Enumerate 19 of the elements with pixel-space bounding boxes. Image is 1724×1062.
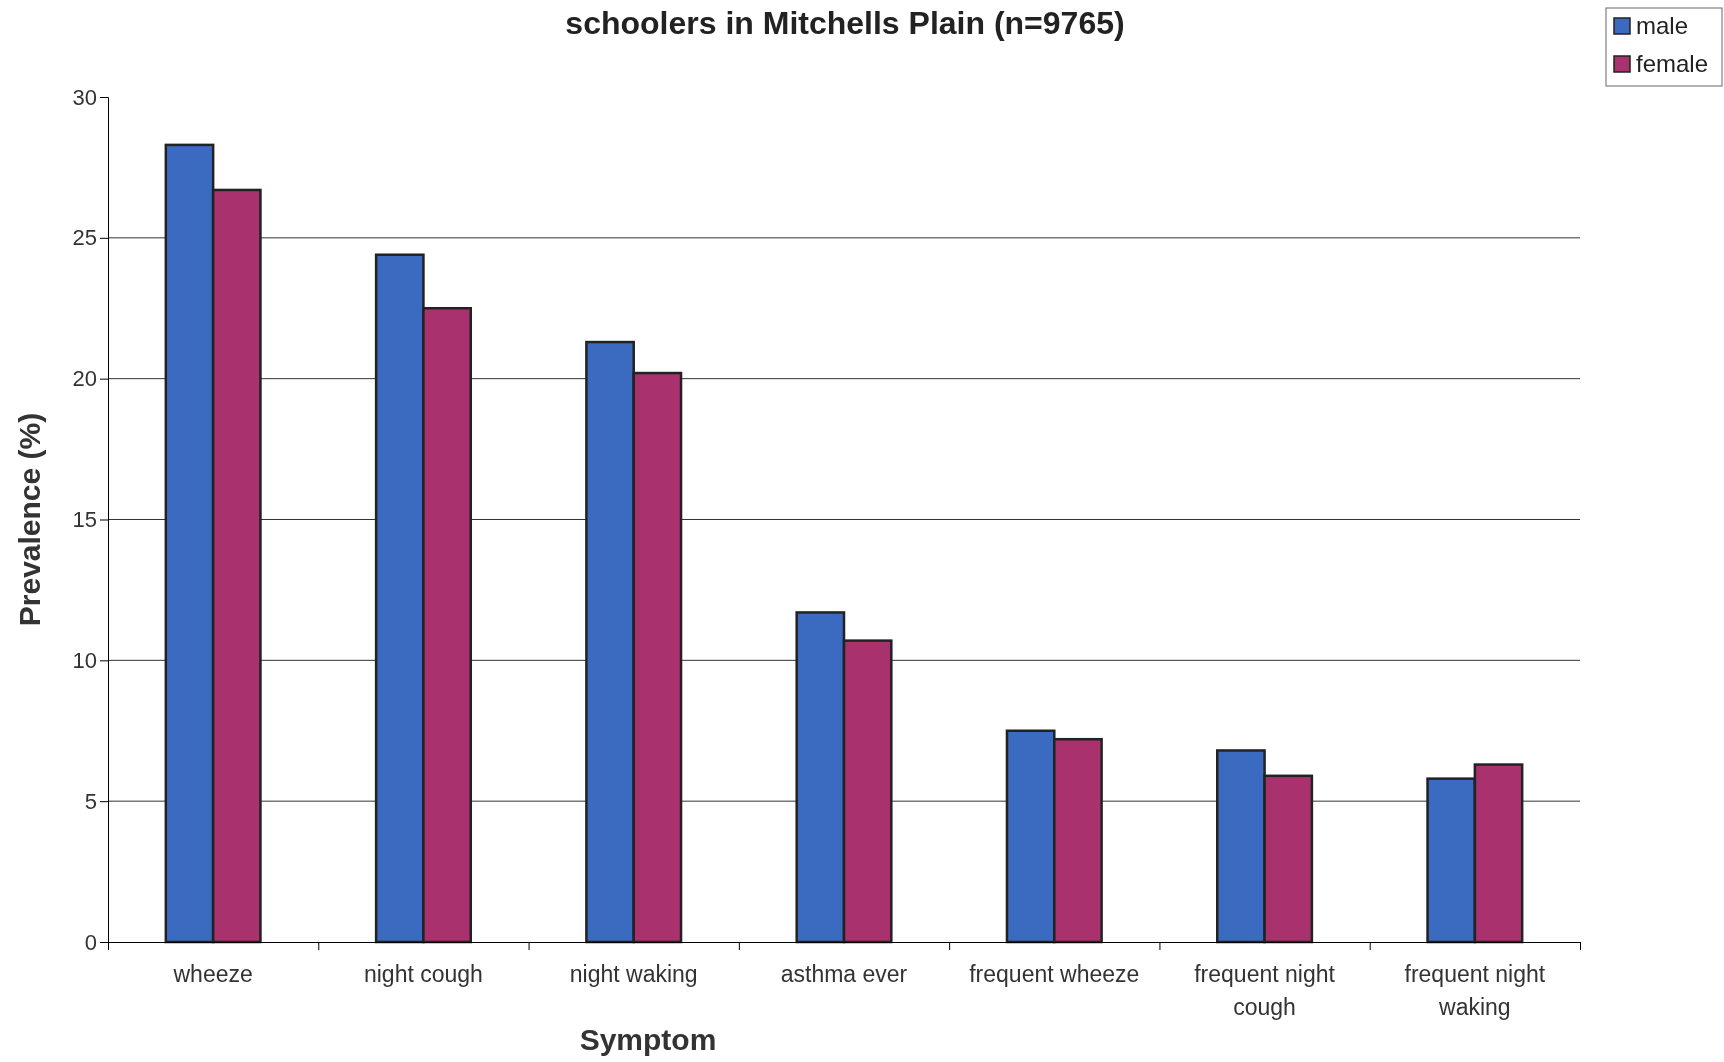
x-tick-label: frequent wheeze bbox=[969, 961, 1140, 987]
x-tick-label: wheeze bbox=[172, 961, 253, 987]
y-axis-title: Prevalence (%) bbox=[13, 412, 46, 627]
y-tick-label: 15 bbox=[72, 507, 97, 533]
chart-title: schoolers in Mitchells Plain (n=9765) bbox=[565, 5, 1125, 41]
y-tick-label: 0 bbox=[84, 929, 97, 955]
x-tick-label: frequent night cough bbox=[1194, 961, 1336, 1020]
y-tick-label: 10 bbox=[72, 647, 97, 673]
y-tick-label: 20 bbox=[72, 366, 97, 392]
legend-label: female bbox=[1636, 50, 1709, 77]
y-tick-label: 30 bbox=[72, 84, 97, 110]
x-tick-label: night cough bbox=[363, 961, 483, 987]
y-tick-label: 25 bbox=[72, 225, 97, 251]
legend-label: male bbox=[1636, 12, 1689, 39]
x-tick-label: asthma ever bbox=[780, 961, 908, 987]
x-tick-label: frequent night waking bbox=[1404, 961, 1546, 1020]
x-tick-label: night waking bbox=[569, 961, 698, 987]
y-tick-label: 5 bbox=[84, 788, 97, 814]
x-axis-title: Symptom bbox=[579, 1023, 717, 1056]
